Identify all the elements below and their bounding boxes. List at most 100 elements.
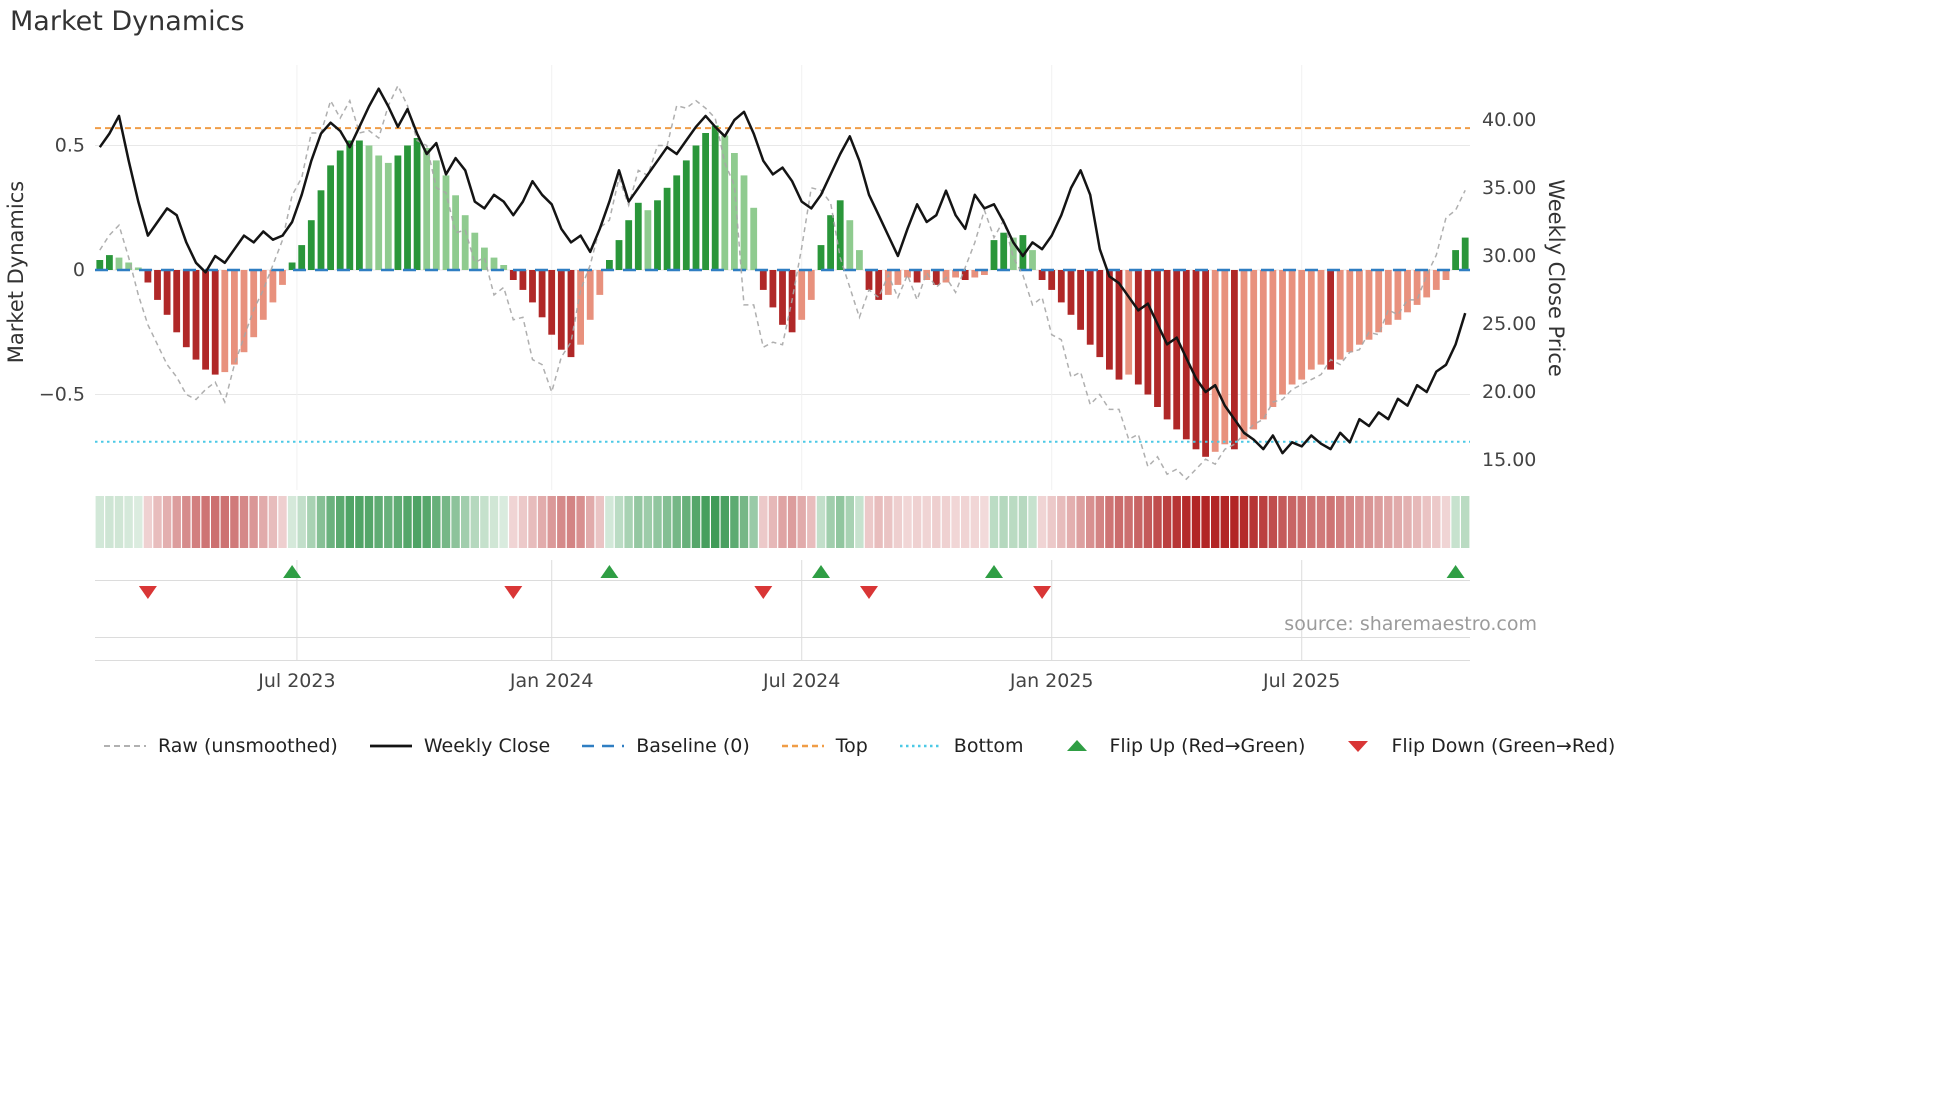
heatmap-cell <box>836 496 845 548</box>
heatmap-cell <box>1249 496 1258 548</box>
flip-up-marker <box>812 565 830 578</box>
heatmap-cell <box>1172 496 1181 548</box>
flip-down-marker <box>860 586 878 599</box>
oscillator-bar <box>577 270 584 345</box>
heatmap-cell <box>970 496 979 548</box>
heatmap-cell <box>537 496 547 548</box>
oscillator-bar <box>404 145 411 270</box>
oscillator-bar <box>769 270 777 308</box>
heatmap-cell <box>191 496 201 548</box>
oscillator-bar <box>961 270 969 280</box>
heatmap-cell <box>105 496 114 548</box>
oscillator-bar <box>221 270 229 373</box>
oscillator-bar <box>1442 270 1450 280</box>
legend: Raw (unsmoothed) Weekly Close Baseline (0)… <box>102 735 1615 757</box>
flip-down-marker <box>138 586 157 599</box>
heatmap-cell <box>1268 496 1278 548</box>
heatmap-cell <box>1345 496 1354 548</box>
legend-label: Bottom <box>953 735 1024 757</box>
oscillator-bar <box>413 138 421 270</box>
heatmap-cell <box>586 496 595 548</box>
heatmap-cell <box>691 496 701 548</box>
heatmap-cell <box>384 496 393 548</box>
heatmap-cell <box>278 496 287 548</box>
heatmap-cell <box>1278 496 1287 548</box>
oscillator-bar <box>817 245 825 270</box>
oscillator-bar <box>1057 270 1065 303</box>
heatmap-cell <box>547 496 556 548</box>
heatmap-cell <box>1086 496 1095 548</box>
oscillator-bar <box>798 270 806 320</box>
oscillator-bar <box>231 270 238 365</box>
oscillator-bar <box>615 240 623 270</box>
oscillator-bar <box>721 135 729 270</box>
oscillator-bar <box>1125 270 1133 375</box>
source-credit: source: sharemaestro.com <box>1284 613 1537 635</box>
heatmap-cell <box>768 496 778 548</box>
heatmap-cell <box>1412 496 1422 548</box>
heatmap-cell <box>951 496 960 548</box>
heatmap-cell <box>1355 496 1364 548</box>
heatmap-cell <box>182 496 191 548</box>
heatmap-cell <box>903 496 912 548</box>
oscillator-bar <box>1134 270 1142 385</box>
heatmap-cell <box>509 496 518 548</box>
oscillator-bar <box>269 270 277 303</box>
oscillator-bar <box>1336 270 1344 360</box>
oscillator-bar <box>1115 270 1123 380</box>
heatmap-cell <box>220 496 229 548</box>
heatmap-cell <box>980 496 989 548</box>
heatmap-cell <box>1297 496 1306 548</box>
heatmap-cell <box>816 496 826 548</box>
oscillator-bar <box>1327 270 1334 370</box>
oscillator-bar <box>1356 270 1363 345</box>
oscillator-bar <box>1096 270 1104 358</box>
flip-up-marker <box>1446 565 1465 578</box>
oscillator-bar <box>490 257 498 271</box>
heatmap-cell <box>595 496 604 548</box>
oscillator-bar <box>702 133 709 270</box>
oscillator-bar <box>634 202 642 270</box>
oscillator-bar <box>884 270 892 295</box>
x-tick-label: Jul 2023 <box>257 670 335 692</box>
heatmap-cell <box>153 496 162 548</box>
heatmap-cell <box>1403 496 1412 548</box>
oscillator-bar <box>1346 270 1354 353</box>
heatmap-cell <box>336 496 345 548</box>
flip-markers <box>138 565 1465 599</box>
heatmap-cell <box>172 496 181 548</box>
x-tick-label: Jan 2024 <box>509 670 594 692</box>
heatmap-cell <box>239 496 249 548</box>
heatmap-cell <box>1057 496 1066 548</box>
oscillator-bar <box>1423 270 1431 298</box>
oscillator-bar <box>913 270 921 283</box>
oscillator-bar <box>115 257 123 271</box>
oscillator-bar <box>298 245 306 270</box>
oscillator-bar <box>856 250 863 270</box>
oscillator-bar <box>663 187 671 270</box>
oscillator-bar <box>1452 250 1459 270</box>
oscillator-bar <box>1106 270 1113 370</box>
y-tick-label: −0.5 <box>39 384 85 406</box>
heatmap-cell <box>1066 496 1076 548</box>
oscillator-bar <box>942 270 950 283</box>
oscillator-bar <box>317 190 325 270</box>
heatmap-cell <box>1047 496 1056 548</box>
heatmap-cell <box>1114 496 1124 548</box>
heatmap-cell <box>393 496 403 548</box>
heatmap-cell <box>211 496 220 548</box>
heatmap-cell <box>653 496 662 548</box>
oscillator-bar <box>1269 270 1277 407</box>
oscillator-bar <box>1173 270 1181 430</box>
oscillator-bar <box>182 270 190 348</box>
oscillator-bar <box>1298 270 1306 380</box>
oscillator-bar <box>144 270 152 283</box>
heatmap-cell <box>845 496 854 548</box>
oscillator-bar <box>606 260 613 270</box>
oscillator-bar <box>836 200 844 270</box>
heatmap-cell <box>1326 496 1335 548</box>
legend-label: Baseline (0) <box>636 735 750 757</box>
heatmap-cell <box>884 496 893 548</box>
heatmap-cell <box>403 496 412 548</box>
